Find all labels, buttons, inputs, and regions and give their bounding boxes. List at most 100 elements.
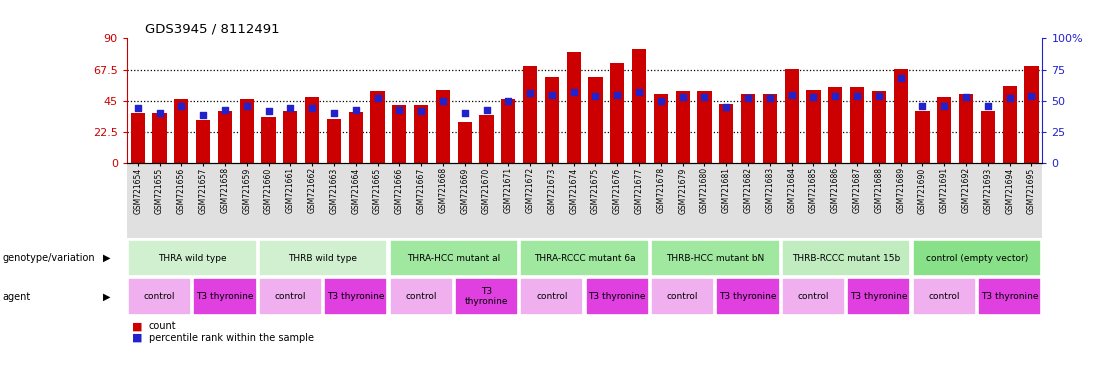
Bar — [349, 112, 363, 163]
Bar — [588, 77, 602, 163]
Bar — [959, 94, 973, 163]
Bar — [632, 50, 646, 163]
Point — [303, 105, 321, 111]
Text: agent: agent — [2, 291, 31, 302]
Point — [979, 103, 997, 109]
Text: THRB-RCCC mutant 15b: THRB-RCCC mutant 15b — [792, 254, 900, 263]
Point — [587, 93, 604, 99]
Point — [913, 103, 931, 109]
Point — [390, 106, 408, 113]
Text: control: control — [929, 292, 960, 301]
Bar — [436, 90, 450, 163]
Point — [652, 98, 670, 104]
Point — [935, 103, 953, 109]
Text: T3
thyronine: T3 thyronine — [464, 287, 508, 306]
Point — [565, 89, 582, 95]
Point — [151, 110, 169, 116]
Point — [259, 108, 277, 114]
Bar — [741, 94, 756, 163]
Text: GDS3945 / 8112491: GDS3945 / 8112491 — [146, 23, 280, 36]
Text: control: control — [406, 292, 437, 301]
Point — [325, 110, 343, 116]
Point — [630, 89, 647, 95]
Text: ▶: ▶ — [104, 291, 110, 302]
Text: THRB wild type: THRB wild type — [289, 254, 357, 263]
Bar — [806, 90, 821, 163]
Point — [1022, 93, 1040, 99]
Point — [194, 111, 212, 118]
Text: T3 thyronine: T3 thyronine — [326, 292, 385, 301]
Point — [543, 91, 560, 98]
Point — [478, 106, 495, 113]
Bar — [393, 105, 406, 163]
Point — [717, 104, 735, 110]
Bar — [218, 111, 232, 163]
Point — [413, 108, 430, 114]
Bar — [152, 113, 167, 163]
Text: control: control — [275, 292, 306, 301]
Point — [368, 95, 386, 101]
Point — [129, 105, 147, 111]
Bar — [850, 87, 864, 163]
Point — [761, 95, 779, 101]
Text: ▶: ▶ — [104, 253, 110, 263]
Bar — [523, 66, 537, 163]
Bar — [981, 111, 995, 163]
Text: control (empty vector): control (empty vector) — [925, 254, 1028, 263]
Text: ■: ■ — [132, 333, 143, 343]
Text: control: control — [536, 292, 568, 301]
Point — [609, 91, 627, 98]
Point — [281, 105, 299, 111]
Text: T3 thyronine: T3 thyronine — [196, 292, 254, 301]
Text: genotype/variation: genotype/variation — [2, 253, 95, 263]
Bar — [915, 111, 930, 163]
Bar — [239, 99, 254, 163]
Text: T3 thyronine: T3 thyronine — [719, 292, 777, 301]
Point — [238, 103, 256, 109]
Point — [739, 95, 757, 101]
Text: THRA-RCCC mutant 6a: THRA-RCCC mutant 6a — [534, 254, 635, 263]
Text: control: control — [667, 292, 698, 301]
Point — [216, 106, 234, 113]
Text: T3 thyronine: T3 thyronine — [981, 292, 1038, 301]
Bar — [676, 91, 689, 163]
Point — [1000, 95, 1018, 101]
Bar — [130, 113, 144, 163]
Bar — [763, 94, 777, 163]
Bar — [719, 104, 733, 163]
Point — [346, 106, 364, 113]
Point — [696, 94, 714, 100]
Bar — [326, 119, 341, 163]
Text: THRB-HCC mutant bN: THRB-HCC mutant bN — [666, 254, 764, 263]
Bar — [196, 120, 211, 163]
Bar — [654, 94, 668, 163]
Bar — [306, 97, 319, 163]
Bar — [567, 52, 581, 163]
Text: percentile rank within the sample: percentile rank within the sample — [149, 333, 314, 343]
Text: THRA-HCC mutant al: THRA-HCC mutant al — [407, 254, 501, 263]
Bar — [697, 91, 711, 163]
Text: count: count — [149, 321, 176, 331]
Bar — [283, 111, 298, 163]
Point — [500, 98, 517, 104]
Point — [892, 75, 910, 81]
Point — [848, 93, 866, 99]
Bar — [458, 122, 472, 163]
Bar — [871, 91, 886, 163]
Point — [522, 90, 539, 96]
Bar — [371, 91, 385, 163]
Text: THRA wild type: THRA wild type — [158, 254, 226, 263]
Bar — [414, 105, 428, 163]
Text: T3 thyronine: T3 thyronine — [850, 292, 908, 301]
Bar — [784, 69, 799, 163]
Bar — [174, 99, 189, 163]
Bar — [1025, 66, 1039, 163]
Point — [826, 93, 844, 99]
Point — [804, 94, 822, 100]
Point — [783, 91, 801, 98]
Bar — [828, 87, 843, 163]
Bar — [893, 69, 908, 163]
Bar — [501, 99, 515, 163]
Text: control: control — [143, 292, 175, 301]
Bar — [610, 63, 624, 163]
